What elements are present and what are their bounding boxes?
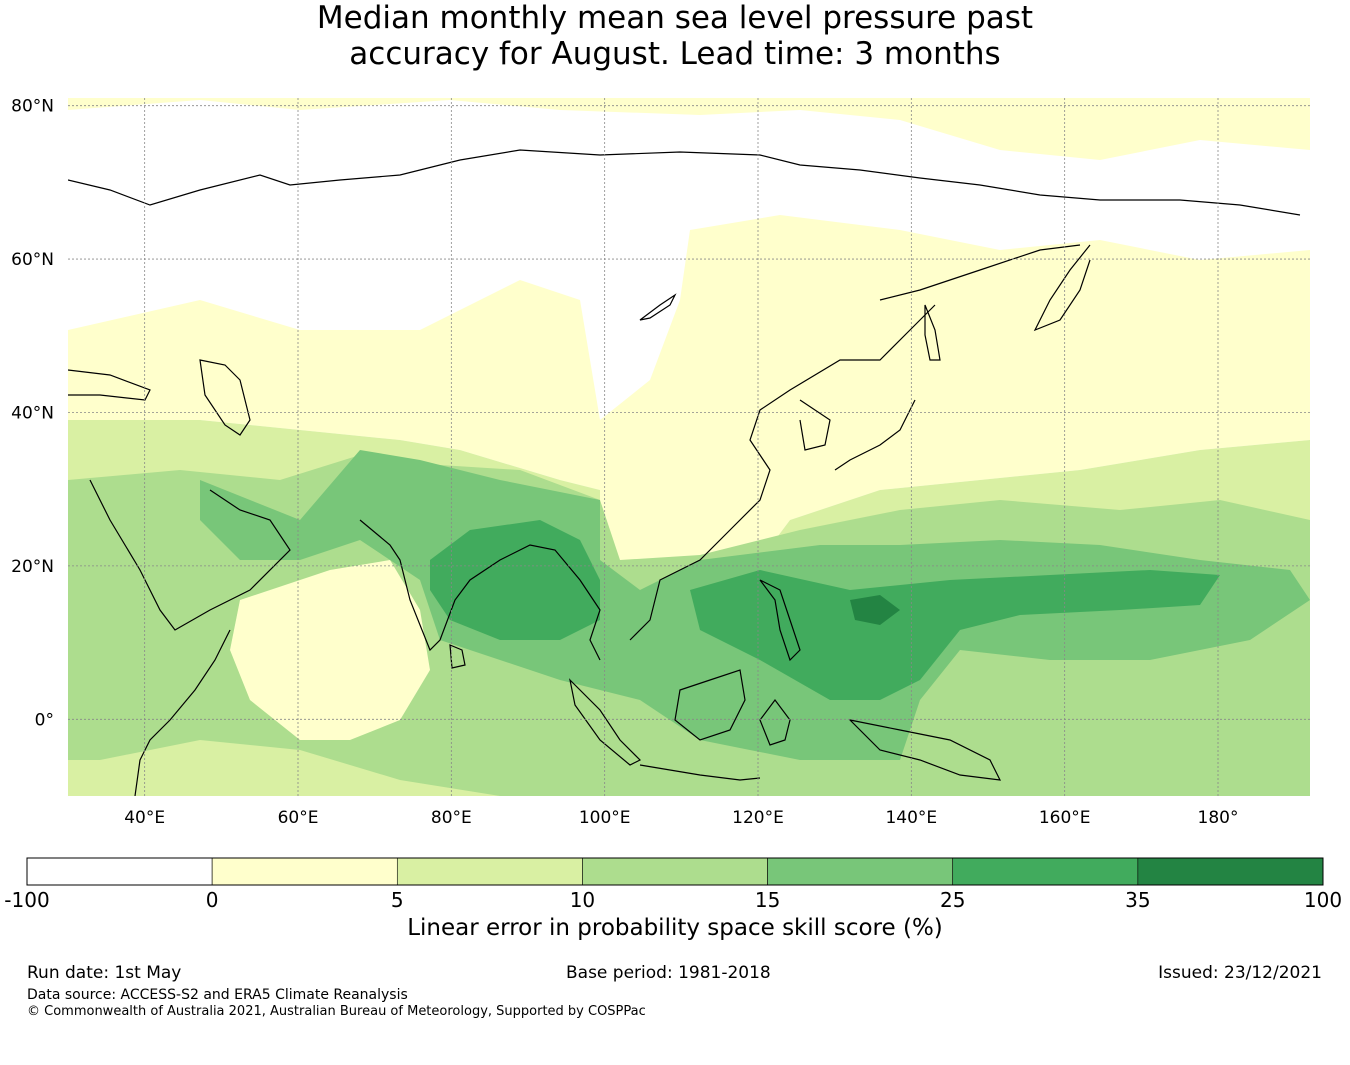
title-line-2: accuracy for August. Lead time: 3 months [349,36,1001,72]
colorbar: -100 0 5 10 15 25 35 100 [4,857,1342,912]
coast-srilanka [449,644,466,669]
colorbar-tick-label: 5 [391,888,404,912]
longitude-labels: 40°E 60°E 80°E 100°E 120°E 140°E 160°E 180° [124,808,1238,828]
shade-0-5-south [68,280,600,490]
coast-japan [834,399,916,471]
lon-tick-label: 180° [1198,808,1239,828]
coast-india [359,519,601,661]
coast-africa-east [134,629,231,796]
lat-tick-label: 40°N [11,403,54,423]
coast-korea [799,399,831,451]
lon-tick-label: 60°E [278,808,319,828]
lon-tick-label: 80°E [431,808,472,828]
colorbar-tick-label: 10 [570,888,595,912]
colorbar-segment [767,857,954,886]
skill-shading [68,98,1310,796]
coast-arabia [89,479,291,631]
colorbar-tick-label: 15 [755,888,780,912]
coast-java [639,764,761,781]
lon-tick-label: 40°E [124,808,165,828]
coast-sumatra [569,678,642,766]
colorbar-segment [211,857,398,886]
lon-tick-label: 160°E [1039,808,1091,828]
lat-tick-label: 0° [35,710,54,730]
colorbar-segment [1137,857,1324,886]
shade-25-35-pacific [690,570,1220,700]
run-date: Run date: 1st May [27,963,182,983]
colorbar-segment [396,857,583,886]
colorbar-outline [26,857,1324,886]
colorbar-segment [26,857,213,886]
coast-baikal [639,293,677,321]
data-source: Data source: ACCESS-S2 and ERA5 Climate … [27,987,408,1003]
coast-borneo [674,669,746,741]
colorbar-tick-label: 0 [206,888,219,912]
chart-title: Median monthly mean sea level pressure p… [0,0,1350,72]
coast-philippines [759,579,801,662]
colorbar-segment [582,857,768,886]
lon-tick-label: 100°E [579,808,631,828]
title-line-1: Median monthly mean sea level pressure p… [316,0,1034,36]
issued-date: Issued: 23/12/2021 [1158,963,1322,983]
colorbar-tick-label: 25 [940,888,965,912]
coast-black-sea [68,369,151,401]
colorbar-label: Linear error in probability space skill … [407,915,943,941]
colorbar-tick-label: 100 [1304,888,1342,912]
lon-tick-label: 140°E [885,808,937,828]
gridlines [68,98,1310,796]
shade-35-100 [850,595,900,625]
coast-okhotsk [879,244,1081,301]
lat-tick-label: 60°N [11,250,54,270]
coast-kamchatka [1033,244,1091,332]
coast-sakhalin [924,304,941,361]
lon-tick-label: 120°E [732,808,784,828]
coast-sulawesi [759,699,791,746]
shade-0-5-north [68,98,1310,160]
coast-arctic [68,149,1301,216]
colorbar-segment [952,857,1139,886]
lat-tick-label: 20°N [11,557,54,577]
base-period: Base period: 1981-2018 [566,963,771,983]
coast-caspian [199,359,251,436]
map-panel [68,98,1310,796]
colorbar-tick-label: 35 [1125,888,1150,912]
coast-new-guinea [848,719,1002,781]
copyright: © Commonwealth of Australia 2021, Austra… [27,1004,646,1019]
coastlines [68,149,1301,796]
lat-tick-label: 80°N [11,97,54,117]
shade-0-5-arabian [230,560,430,740]
shade-0-5-east [600,215,1310,610]
latitude-labels: 80°N 60°N 40°N 20°N 0° [11,97,54,731]
coast-china-east [629,304,936,641]
colorbar-tick-label: -100 [4,888,49,912]
shade-25-35 [430,520,600,640]
